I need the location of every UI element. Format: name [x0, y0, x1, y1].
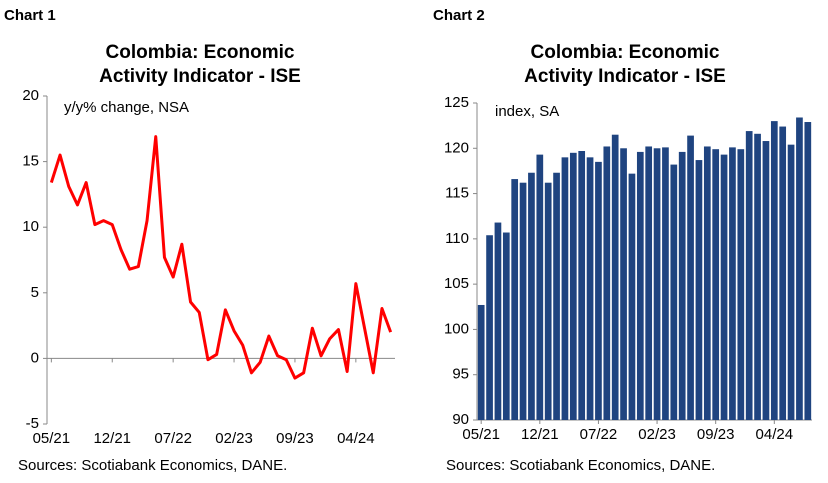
- bar: [586, 157, 594, 421]
- y-tick-label: 20: [22, 87, 39, 104]
- bar: [553, 172, 560, 420]
- bar: [687, 135, 694, 420]
- x-tick-label: 09/23: [697, 426, 735, 443]
- bar: [611, 134, 619, 420]
- bar: [578, 151, 586, 420]
- y-tick-label: 10: [22, 218, 39, 235]
- y-tick-label: 110: [445, 230, 469, 247]
- bar: [511, 179, 519, 420]
- annotation: y/y% change, NSA: [64, 99, 189, 116]
- bar: [486, 235, 493, 420]
- chart-title: Colombia: Economic: [106, 42, 295, 63]
- bar: [779, 126, 787, 420]
- bar: [620, 148, 627, 421]
- bar: [737, 149, 745, 421]
- bar: [729, 147, 736, 420]
- y-tick-label: 105: [444, 275, 469, 292]
- x-tick-label: 05/21: [462, 426, 500, 443]
- y-tick-label: 120: [444, 139, 469, 156]
- bar: [754, 133, 761, 420]
- bar: [670, 164, 678, 420]
- bar: [561, 157, 569, 421]
- x-tick-label: 04/24: [756, 426, 794, 443]
- x-tick-label: 02/23: [215, 430, 253, 447]
- bar: [595, 161, 602, 420]
- bar: [653, 148, 661, 421]
- bar: [787, 144, 795, 421]
- bar: [720, 154, 728, 420]
- chart-label: Chart 2: [433, 7, 485, 24]
- bar: [662, 147, 669, 420]
- bar: [712, 149, 720, 421]
- y-tick-label: 5: [31, 284, 39, 301]
- y-tick-label: 115: [445, 185, 469, 202]
- source: Sources: Scotiabank Economics, DANE.: [18, 457, 287, 474]
- bar: [804, 122, 812, 421]
- x-tick-label: 12/21: [521, 426, 559, 443]
- chart-title: Colombia: Economic: [531, 42, 720, 63]
- data-line: [49, 135, 393, 380]
- chart-title: Activity Indicator - ISE: [99, 66, 301, 87]
- x-tick-label: 07/22: [580, 426, 618, 443]
- y-tick-label: 95: [452, 366, 469, 383]
- bar: [745, 131, 753, 420]
- y-tick-label: 15: [22, 153, 39, 170]
- bar: [519, 182, 527, 420]
- bar: [645, 146, 653, 420]
- y-tick-label: -5: [26, 415, 39, 432]
- bar: [678, 151, 686, 420]
- bar: [536, 154, 544, 420]
- chart-label: Chart 1: [4, 7, 56, 24]
- y-tick-label: 125: [444, 94, 469, 111]
- y-tick-label: 90: [452, 411, 469, 428]
- y-tick-label: 0: [31, 349, 39, 366]
- bar: [544, 182, 552, 420]
- bar: [569, 152, 577, 421]
- y-tick-label: 100: [444, 320, 469, 337]
- annotation: index, SA: [495, 103, 559, 120]
- x-tick-label: 07/22: [154, 430, 192, 447]
- x-tick-label: 09/23: [276, 430, 314, 447]
- x-tick-label: 04/24: [337, 430, 375, 447]
- bar: [477, 304, 485, 420]
- bar: [796, 117, 803, 421]
- bar: [494, 222, 502, 420]
- bar: [603, 146, 611, 420]
- bar: [628, 173, 636, 420]
- bar: [703, 146, 711, 420]
- bar: [636, 151, 644, 420]
- bar: [762, 141, 770, 421]
- source: Sources: Scotiabank Economics, DANE.: [446, 457, 715, 474]
- x-tick-label: 05/21: [33, 430, 71, 447]
- x-tick-label: 02/23: [638, 426, 676, 443]
- chart-title: Activity Indicator - ISE: [524, 66, 726, 87]
- bar: [770, 121, 778, 420]
- bar: [528, 172, 535, 420]
- bar: [502, 232, 510, 420]
- bar: [695, 160, 703, 420]
- x-tick-label: 12/21: [93, 430, 131, 447]
